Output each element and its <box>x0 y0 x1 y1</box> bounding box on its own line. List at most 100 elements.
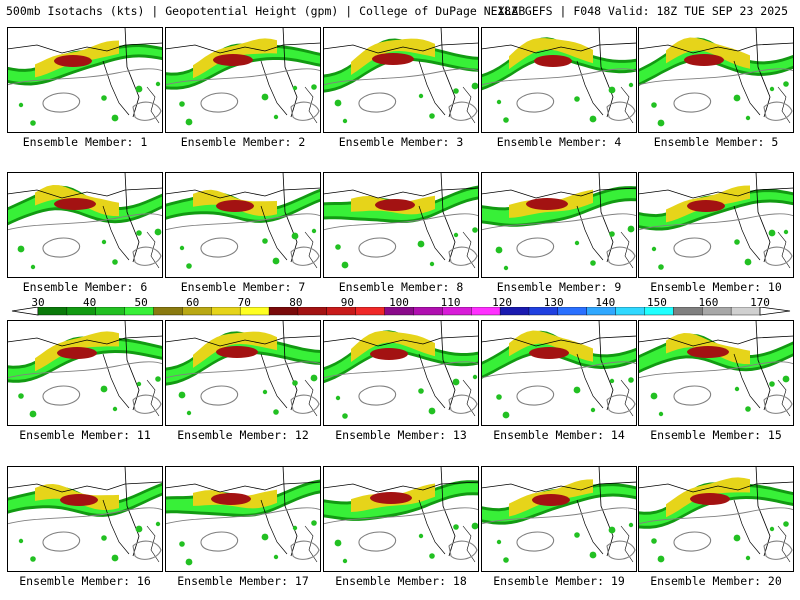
colorbar-swatch <box>413 307 444 316</box>
jet-max-core <box>211 493 251 505</box>
convective-cell <box>452 378 460 386</box>
height-contour <box>290 540 320 560</box>
height-contour <box>200 531 239 552</box>
colorbar-swatch <box>153 307 184 316</box>
convective-cell <box>608 526 616 534</box>
ensemble-member-caption: Ensemble Member: 7 <box>180 280 306 294</box>
border-line <box>638 42 794 54</box>
border-line <box>7 187 163 199</box>
height-contour <box>358 385 397 406</box>
panel-frame <box>323 466 479 572</box>
wind-speed-colorbar: 30 40 50 60 70 80 90 100 110 120 130 140 150 160 170 <box>0 296 800 320</box>
coastline <box>146 379 160 417</box>
isotach-map <box>165 27 321 133</box>
panel-frame <box>7 466 163 572</box>
convective-cell <box>179 101 185 107</box>
state-border <box>260 60 288 116</box>
convective-cell <box>628 377 634 383</box>
ensemble-member-caption: Ensemble Member: 17 <box>177 574 309 588</box>
colorbar-swatch <box>355 307 386 316</box>
ensemble-map-panel <box>481 27 637 133</box>
height-contour <box>290 101 320 121</box>
convective-cell <box>590 260 596 266</box>
convective-cell <box>262 389 268 395</box>
convective-cell <box>503 557 509 563</box>
convective-cell <box>589 115 597 123</box>
ensemble-member-caption: Ensemble Member: 13 <box>335 428 467 442</box>
border-line <box>638 481 794 493</box>
panel-frame <box>481 466 637 572</box>
height-contour <box>481 68 637 86</box>
convective-cell <box>101 95 107 101</box>
height-contour <box>42 531 81 552</box>
isotach-fill-70kt <box>351 38 435 75</box>
panel-frame <box>165 320 321 426</box>
convective-cell <box>185 558 193 566</box>
height-contour <box>7 507 163 525</box>
isotach-map <box>323 172 479 278</box>
convective-cell <box>429 261 435 267</box>
convective-cell <box>503 117 509 123</box>
jet-max-core <box>54 55 92 67</box>
panel-frame <box>638 320 794 426</box>
convective-cell <box>744 258 752 266</box>
isotach-fill-50kt <box>165 46 321 87</box>
jet-max-core <box>687 200 725 212</box>
isotach-fill-70kt <box>666 37 750 69</box>
border-line <box>165 42 321 54</box>
border-line <box>323 187 479 199</box>
state-border <box>260 205 288 261</box>
state-border <box>418 60 446 116</box>
convective-cell <box>18 538 24 544</box>
convective-cell <box>136 230 142 236</box>
colorbar-tick-label: 50 <box>134 296 148 309</box>
height-contour <box>323 68 479 86</box>
convective-cell <box>292 380 298 386</box>
height-contour <box>763 246 793 266</box>
convective-cell <box>627 225 635 233</box>
convective-cell <box>733 94 741 102</box>
ensemble-member-caption: Ensemble Member: 12 <box>177 428 309 442</box>
ensemble-map-panel <box>165 466 321 572</box>
convective-cell <box>418 388 424 394</box>
coastline <box>440 172 456 263</box>
height-contour <box>606 246 636 266</box>
panel-frame <box>638 172 794 278</box>
convective-cell <box>574 96 580 102</box>
ensemble-map-panel <box>481 320 637 426</box>
height-contour <box>606 394 636 414</box>
isotach-fill-50kt <box>323 41 479 90</box>
border-line <box>165 481 321 493</box>
convective-cell <box>291 232 299 240</box>
colorbar-tick-label: 60 <box>186 296 200 309</box>
convective-cell <box>30 556 36 562</box>
convective-cell <box>262 238 268 244</box>
height-contour <box>638 68 794 86</box>
panel-frame <box>638 466 794 572</box>
convective-cell <box>335 244 341 250</box>
ensemble-member-caption: Ensemble Member: 18 <box>335 574 467 588</box>
coastline <box>304 525 318 563</box>
coastline <box>282 320 298 411</box>
convective-cell <box>471 522 479 530</box>
state-border <box>576 205 604 261</box>
colorbar-tick-label: 170 <box>750 296 770 309</box>
convective-cell <box>334 539 342 547</box>
convective-cell <box>179 245 185 251</box>
height-contour <box>200 385 239 406</box>
coastline <box>304 379 318 417</box>
ensemble-map-panel <box>638 320 794 426</box>
jet-max-core <box>534 55 572 67</box>
coastline <box>620 86 634 124</box>
convective-cell <box>155 521 161 527</box>
state-border <box>102 353 130 409</box>
convective-cell <box>111 554 119 562</box>
convective-cell <box>769 86 775 92</box>
ensemble-member-caption: Ensemble Member: 2 <box>180 135 306 149</box>
isotach-fill-70kt <box>509 330 593 362</box>
state-border <box>418 205 446 261</box>
ensemble-map-panel <box>638 172 794 278</box>
jet-max-core <box>216 346 258 358</box>
convective-cell <box>651 246 657 252</box>
colorbar-scale <box>11 307 791 316</box>
